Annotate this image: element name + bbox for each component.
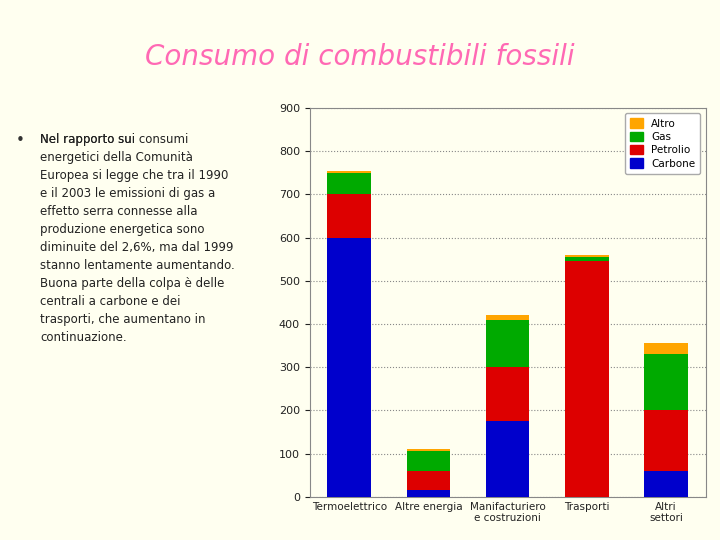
Bar	[644, 354, 688, 410]
Bar	[486, 315, 529, 320]
Text: Consumo di combustibili fossili: Consumo di combustibili fossili	[145, 43, 575, 71]
Bar	[328, 194, 371, 238]
Bar	[486, 421, 529, 497]
Bar	[407, 490, 450, 497]
Bar	[644, 343, 688, 354]
Bar	[407, 451, 450, 471]
Bar	[486, 320, 529, 367]
Text: Nel rapporto sui consumi: Nel rapporto sui consumi	[0, 539, 1, 540]
Bar	[328, 171, 371, 173]
Bar	[565, 255, 608, 257]
Text: •: •	[16, 133, 24, 147]
Bar	[328, 173, 371, 194]
Bar	[407, 449, 450, 451]
Bar	[565, 257, 608, 261]
Text: Nel rapporto sui: Nel rapporto sui	[40, 133, 139, 146]
Legend: Altro, Gas, Petrolio, Carbone: Altro, Gas, Petrolio, Carbone	[625, 113, 701, 174]
Bar	[565, 261, 608, 497]
Text: Nel rapporto sui consumi
energetici della Comunità
Europea si legge che tra il 1: Nel rapporto sui consumi energetici dell…	[40, 133, 235, 343]
Bar	[644, 410, 688, 471]
Bar	[328, 238, 371, 497]
Bar	[407, 471, 450, 490]
Bar	[644, 471, 688, 497]
Bar	[486, 367, 529, 421]
